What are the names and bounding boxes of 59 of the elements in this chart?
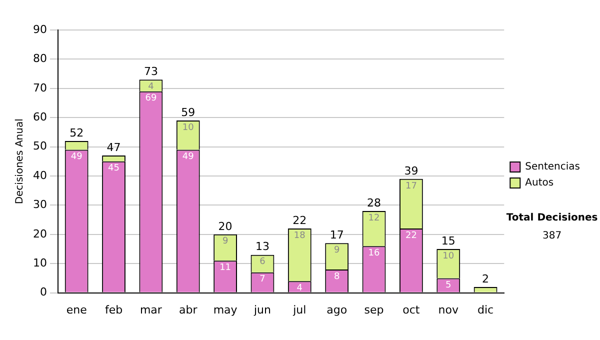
total-label: 13 bbox=[255, 240, 270, 254]
y-tick-label: 0 bbox=[40, 286, 47, 299]
data-label: 4 bbox=[296, 283, 303, 294]
y-tick-label: 60 bbox=[32, 110, 47, 124]
x-tick-label: ago bbox=[326, 303, 348, 316]
total-label: 52 bbox=[70, 126, 84, 140]
x-tick-label: sep bbox=[364, 303, 384, 316]
data-label: 9 bbox=[334, 246, 340, 256]
x-tick-label: nov bbox=[438, 303, 459, 316]
data-label: 5 bbox=[446, 280, 452, 291]
legend-label: Autos bbox=[525, 178, 554, 189]
y-tick-label: 90 bbox=[32, 22, 47, 36]
total-label: 73 bbox=[144, 65, 158, 78]
data-label: 17 bbox=[405, 181, 417, 192]
y-tick-label: 80 bbox=[32, 52, 47, 66]
data-label: 11 bbox=[220, 263, 232, 274]
data-label: 10 bbox=[182, 122, 194, 133]
total-label: 17 bbox=[330, 228, 344, 242]
y-tick-label: 30 bbox=[32, 198, 47, 212]
x-tick-label: ene bbox=[66, 303, 88, 316]
total-label: 22 bbox=[292, 214, 307, 227]
total-label: 47 bbox=[106, 140, 121, 154]
total-label: 59 bbox=[181, 106, 196, 119]
y-tick-label: 40 bbox=[32, 168, 47, 182]
x-tick-label: oct bbox=[402, 303, 420, 316]
total-label: 28 bbox=[367, 196, 382, 210]
x-tick-label: jul bbox=[292, 303, 306, 316]
y-tick-label: 10 bbox=[32, 256, 47, 270]
data-label: 49 bbox=[182, 152, 194, 162]
data-label: 16 bbox=[368, 248, 380, 258]
data-label: 6 bbox=[260, 257, 266, 268]
data-label: 8 bbox=[334, 272, 340, 282]
y-tick-label: 50 bbox=[32, 140, 47, 153]
total-label: 20 bbox=[218, 220, 232, 233]
data-label: 10 bbox=[442, 251, 454, 262]
data-label: 7 bbox=[260, 274, 266, 285]
text: 387 bbox=[542, 230, 562, 242]
data-label: 9 bbox=[222, 236, 228, 247]
x-tick-label: may bbox=[213, 303, 238, 316]
text: Total Decisiones bbox=[506, 212, 598, 224]
x-tick-label: feb bbox=[104, 303, 123, 316]
data-label: 4 bbox=[148, 82, 154, 92]
y-tick-label: 70 bbox=[32, 81, 47, 94]
y-tick-label: 20 bbox=[32, 227, 47, 240]
x-tick-label: dic bbox=[478, 303, 494, 316]
total-label: 15 bbox=[441, 234, 456, 248]
total-label: 2 bbox=[482, 272, 490, 286]
data-label: 22 bbox=[405, 230, 417, 241]
x-tick-label: abr bbox=[178, 303, 198, 316]
total-label: 39 bbox=[404, 164, 418, 178]
data-label: 49 bbox=[70, 152, 83, 162]
x-tick-label: jun bbox=[252, 303, 272, 316]
data-label: 12 bbox=[368, 213, 380, 224]
data-label: 69 bbox=[145, 94, 157, 104]
data-label: 18 bbox=[294, 230, 306, 241]
data-label: 45 bbox=[108, 164, 120, 174]
legend-label: Sentencias bbox=[525, 162, 580, 173]
y-axis-title: Decisiones Anual bbox=[14, 118, 26, 204]
x-tick-label: mar bbox=[140, 303, 162, 316]
